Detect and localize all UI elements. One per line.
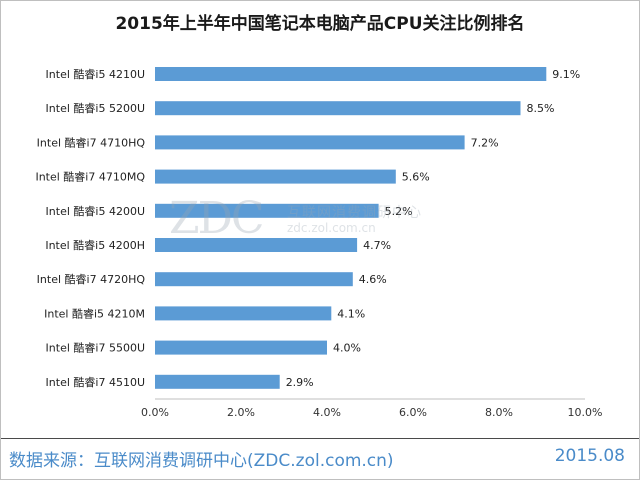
bar	[155, 306, 332, 321]
category-label: Intel 酷睿i5 4200U	[46, 204, 145, 218]
value-label: 8.5%	[527, 102, 555, 115]
value-label: 4.1%	[337, 307, 365, 320]
value-label: 4.7%	[363, 239, 391, 252]
x-tick-label: 6.0%	[399, 406, 427, 419]
category-label: Intel 酷睿i5 5200U	[46, 101, 145, 115]
bar	[155, 272, 353, 287]
bar	[155, 169, 396, 184]
x-tick-label: 8.0%	[485, 406, 513, 419]
bars	[155, 67, 547, 389]
bar	[155, 238, 358, 252]
footer-date: 2015.08	[554, 446, 625, 466]
bar	[155, 101, 521, 116]
value-label: 7.2%	[471, 136, 499, 149]
x-tick-label: 0.0%	[141, 406, 169, 419]
category-label: Intel 酷睿i5 4200H	[45, 238, 145, 252]
category-label: Intel 酷睿i5 4210U	[46, 67, 145, 81]
value-label: 4.6%	[359, 273, 387, 286]
x-tick-label: 4.0%	[313, 406, 341, 419]
x-tick-label: 2.0%	[227, 406, 255, 419]
chart-title: 2015年上半年中国笔记本电脑产品CPU关注比例排名	[115, 14, 525, 34]
data-source-note: 数据来源：互联网消费调研中心(ZDC.zol.com.cn)	[9, 451, 394, 471]
category-label: Intel 酷睿i7 5500U	[46, 341, 145, 355]
x-tick-labels: 0.0% 2.0% 4.0% 6.0% 8.0% 10.0%	[141, 406, 602, 419]
category-label: Intel 酷睿i7 4710HQ	[37, 135, 146, 149]
bar-chart: Intel 酷睿i5 4210U Intel 酷睿i5 5200U Intel 酷睿…	[35, 67, 602, 419]
footer: 数据来源：互联网消费调研中心(ZDC.zol.com.cn) 2015.08	[1, 438, 639, 479]
category-label: Intel 酷睿i7 4710MQ	[35, 170, 145, 184]
value-label: 5.2%	[385, 205, 413, 218]
category-label: Intel 酷睿i7 4510U	[46, 375, 145, 389]
bar	[155, 374, 280, 389]
value-labels: 9.1% 8.5% 7.2% 5.6% 5.2% 4.7% 4.6% 4.1% 4.0% 2.9%	[286, 68, 581, 389]
category-labels: Intel 酷睿i5 4210U Intel 酷睿i5 5200U Intel 酷睿…	[35, 67, 145, 389]
category-label: Intel 酷睿i7 4720HQ	[37, 272, 146, 286]
value-label: 4.0%	[333, 342, 361, 355]
value-label: 2.9%	[286, 376, 314, 389]
bar	[155, 340, 327, 355]
bar	[155, 135, 465, 150]
value-label: 5.6%	[402, 171, 430, 184]
bar	[155, 67, 547, 81]
x-tick-label: 10.0%	[568, 406, 603, 419]
bar	[155, 203, 379, 218]
value-label: 9.1%	[552, 68, 580, 81]
category-label: Intel 酷睿i5 4210M	[44, 306, 145, 320]
